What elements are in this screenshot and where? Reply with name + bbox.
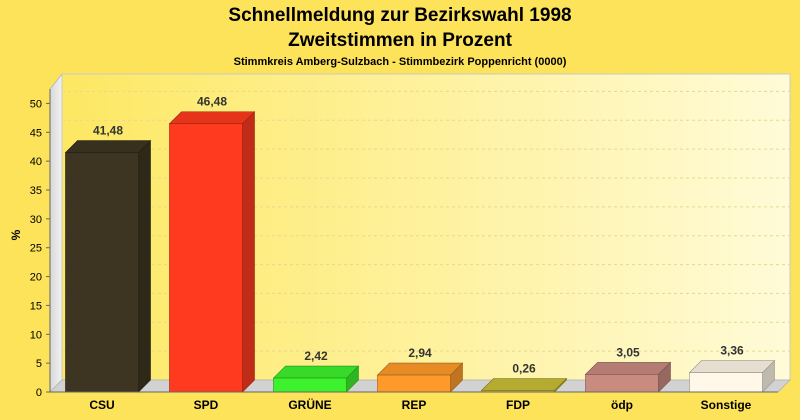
bar-rep: 2,94 REP xyxy=(376,346,464,412)
bar-front xyxy=(377,374,451,393)
bar-top xyxy=(64,140,152,153)
y-axis-label: % xyxy=(9,229,23,240)
chart-subtitle: Zweitstimmen in Prozent xyxy=(288,30,512,51)
bar-ödp: 3,05 ödp xyxy=(584,345,672,412)
bar-value-label: 0,26 xyxy=(512,361,536,375)
y-tick-label: 5 xyxy=(36,358,42,370)
y-tick-label: 0 xyxy=(36,387,42,399)
y-tick-label: 35 xyxy=(30,185,42,197)
x-category-label: ödp xyxy=(611,398,633,412)
bar-top xyxy=(584,362,672,375)
x-category-label: SPD xyxy=(194,398,219,412)
bar-front xyxy=(585,374,659,393)
y-tick-label: 15 xyxy=(30,300,42,312)
x-category-label: Sonstige xyxy=(701,398,752,412)
bar-sonstige: 3,36 Sonstige xyxy=(688,344,776,412)
chart-caption: Stimmkreis Amberg-Sulzbach - Stimmbezirk… xyxy=(234,56,567,68)
bar-value-label: 2,94 xyxy=(408,346,432,360)
side-wall xyxy=(49,72,63,394)
bar-spd: 46,48 SPD xyxy=(168,95,256,412)
bar-top xyxy=(376,362,464,376)
bar-top xyxy=(688,360,776,373)
bar-side xyxy=(242,111,255,393)
bar-value-label: 46,48 xyxy=(197,95,227,109)
y-tick-label: 30 xyxy=(30,214,42,226)
bar-value-label: 41,48 xyxy=(93,124,123,138)
bar-value-label: 3,36 xyxy=(720,344,744,358)
bar-value-label: 3,05 xyxy=(616,345,640,359)
bar-side xyxy=(138,139,151,393)
y-tick-label: 10 xyxy=(30,329,42,341)
bar-front xyxy=(65,152,139,393)
bar-front xyxy=(689,372,763,393)
x-category-label: CSU xyxy=(89,398,114,412)
y-tick-label: 45 xyxy=(30,127,42,139)
x-category-label: REP xyxy=(402,398,427,412)
bar-top xyxy=(168,111,256,125)
chart-title: Schnellmeldung zur Bezirkswahl 1998 xyxy=(228,5,571,26)
bar-front xyxy=(169,123,243,393)
y-tick-label: 20 xyxy=(30,272,42,284)
bar-csu: 41,48 CSU xyxy=(64,124,152,412)
y-tick-label: 40 xyxy=(30,156,42,168)
x-category-label: GRÜNE xyxy=(288,397,331,412)
y-tick-label: 50 xyxy=(30,98,42,110)
bar-value-label: 2,42 xyxy=(304,349,328,363)
bar-front xyxy=(273,377,347,393)
x-category-label: FDP xyxy=(506,398,530,412)
bar-grüne: 2,42 GRÜNE xyxy=(272,349,360,412)
bar-fdp: 0,26 FDP xyxy=(480,361,568,412)
y-tick-label: 25 xyxy=(30,243,42,255)
bar-top xyxy=(480,378,568,391)
bar-top xyxy=(272,365,360,379)
